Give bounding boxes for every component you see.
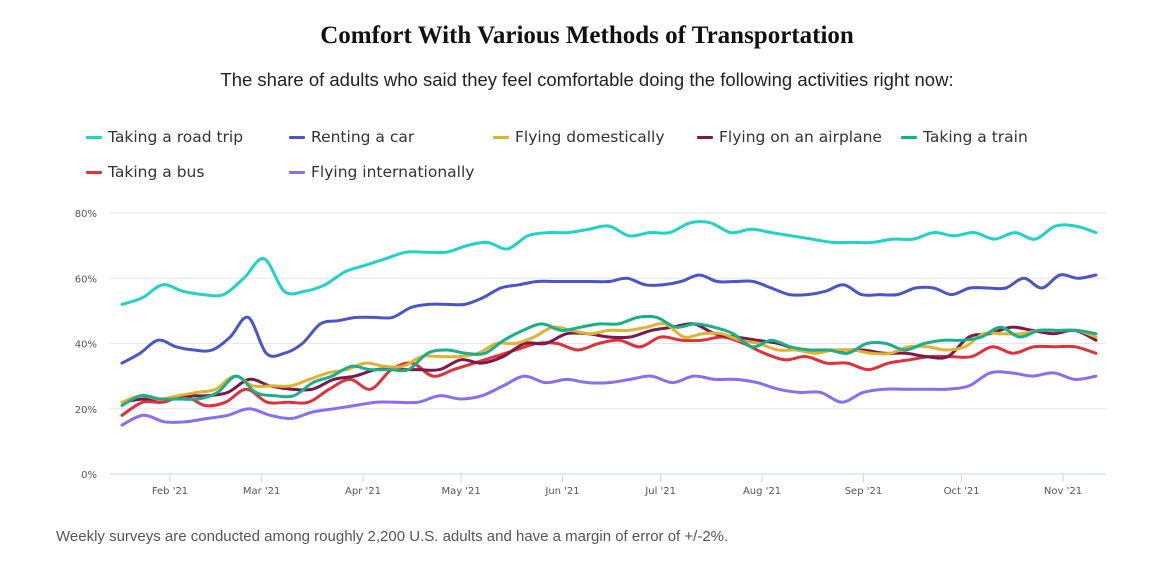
series-line-flying-on-an-airplane — [120, 322, 1098, 404]
legend-item[interactable]: Taking a train — [901, 128, 1028, 146]
legend-swatch — [901, 135, 917, 139]
y-tick-label: 60% — [75, 274, 97, 285]
legend-label: Renting a car — [311, 128, 415, 146]
y-tick-label: 20% — [75, 405, 97, 416]
legend-item[interactable]: Flying internationally — [289, 163, 474, 181]
legend-label: Flying internationally — [311, 163, 475, 181]
legend-swatch — [86, 170, 102, 174]
series-line-flying-internationally — [120, 370, 1098, 427]
series-line-flying-domestically — [120, 322, 1098, 404]
legend-label: Taking a train — [923, 128, 1028, 146]
x-tick-label: Mar '21 — [243, 486, 281, 497]
legend-item[interactable]: Taking a bus — [86, 163, 204, 181]
legend-swatch — [86, 135, 102, 139]
legend-label: Taking a road trip — [108, 128, 244, 146]
legend-label: Taking a bus — [108, 163, 205, 181]
series-line-taking-a-road-trip — [120, 220, 1098, 306]
series-line-taking-a-train — [120, 314, 1098, 407]
y-tick-label: 0% — [81, 470, 97, 481]
x-tick-label: Sep '21 — [845, 486, 883, 497]
x-tick-label: Jul '21 — [644, 486, 676, 497]
footnote: Weekly surveys are conducted among rough… — [56, 528, 729, 545]
legend-item[interactable]: Flying domestically — [493, 128, 665, 146]
x-tick-label: Feb '21 — [152, 486, 188, 497]
legend-label: Flying domestically — [515, 128, 665, 146]
y-tick-label: 80% — [75, 209, 97, 220]
x-tick-label: Aug '21 — [743, 486, 781, 497]
legend-item[interactable]: Flying on an airplane — [697, 128, 882, 146]
x-tick-label: Nov '21 — [1044, 486, 1082, 497]
legend-label: Flying on an airplane — [719, 128, 882, 146]
legend-swatch — [697, 135, 713, 139]
x-tick-label: May '21 — [441, 486, 480, 497]
chart-subtitle: The share of adults who said they feel c… — [220, 69, 954, 90]
legend-item[interactable]: Renting a car — [289, 128, 414, 146]
x-tick-label: Apr '21 — [345, 486, 381, 497]
series-line-renting-a-car — [120, 273, 1098, 365]
legend-item[interactable]: Taking a road trip — [86, 128, 243, 146]
x-tick-label: Oct '21 — [944, 486, 980, 497]
legend-swatch — [289, 170, 305, 174]
legend-swatch — [493, 135, 509, 139]
chart-title: Comfort With Various Methods of Transpor… — [320, 22, 854, 49]
x-tick-label: Jun '21 — [544, 486, 579, 497]
legend-swatch — [289, 135, 305, 139]
y-tick-label: 40% — [75, 340, 97, 351]
